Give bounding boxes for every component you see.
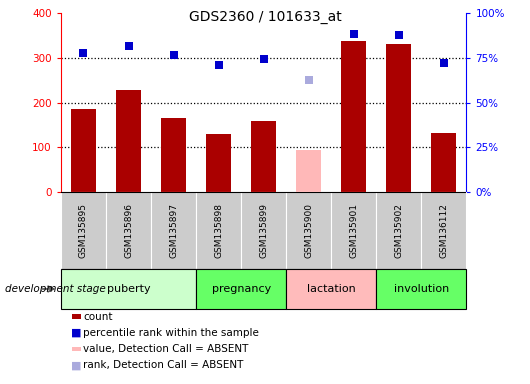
Bar: [61, 269, 196, 309]
Text: count: count: [83, 312, 112, 322]
Text: GSM135898: GSM135898: [214, 203, 223, 258]
Text: pregnancy: pregnancy: [211, 284, 271, 294]
Text: value, Detection Call = ABSENT: value, Detection Call = ABSENT: [83, 344, 249, 354]
Bar: [331, 192, 376, 269]
Text: lactation: lactation: [307, 284, 356, 294]
Bar: [196, 192, 241, 269]
Bar: [151, 192, 196, 269]
Text: GSM135902: GSM135902: [394, 203, 403, 258]
Bar: [106, 192, 151, 269]
Text: GSM136112: GSM136112: [439, 203, 448, 258]
Bar: [251, 121, 276, 192]
Bar: [431, 132, 456, 192]
Bar: [286, 192, 331, 269]
Bar: [71, 109, 96, 192]
Text: rank, Detection Call = ABSENT: rank, Detection Call = ABSENT: [83, 360, 243, 370]
Text: GSM135896: GSM135896: [124, 203, 133, 258]
Bar: [241, 192, 286, 269]
Bar: [341, 41, 366, 192]
Bar: [206, 134, 231, 192]
Bar: [421, 192, 466, 269]
Bar: [386, 44, 411, 192]
Text: GSM135895: GSM135895: [79, 203, 88, 258]
Bar: [296, 151, 321, 192]
Bar: [61, 192, 106, 269]
Text: involution: involution: [394, 284, 449, 294]
Text: GSM135901: GSM135901: [349, 203, 358, 258]
Bar: [376, 192, 421, 269]
Text: ■: ■: [71, 328, 82, 338]
Text: GSM135900: GSM135900: [304, 203, 313, 258]
Bar: [376, 269, 466, 309]
Text: ■: ■: [71, 360, 82, 370]
Text: percentile rank within the sample: percentile rank within the sample: [83, 328, 259, 338]
Text: GSM135899: GSM135899: [259, 203, 268, 258]
Text: development stage: development stage: [5, 284, 106, 294]
Bar: [286, 269, 376, 309]
Text: puberty: puberty: [107, 284, 151, 294]
Bar: [116, 90, 141, 192]
Bar: [196, 269, 286, 309]
Bar: [161, 118, 186, 192]
Text: GDS2360 / 101633_at: GDS2360 / 101633_at: [189, 10, 341, 23]
Text: GSM135897: GSM135897: [169, 203, 178, 258]
